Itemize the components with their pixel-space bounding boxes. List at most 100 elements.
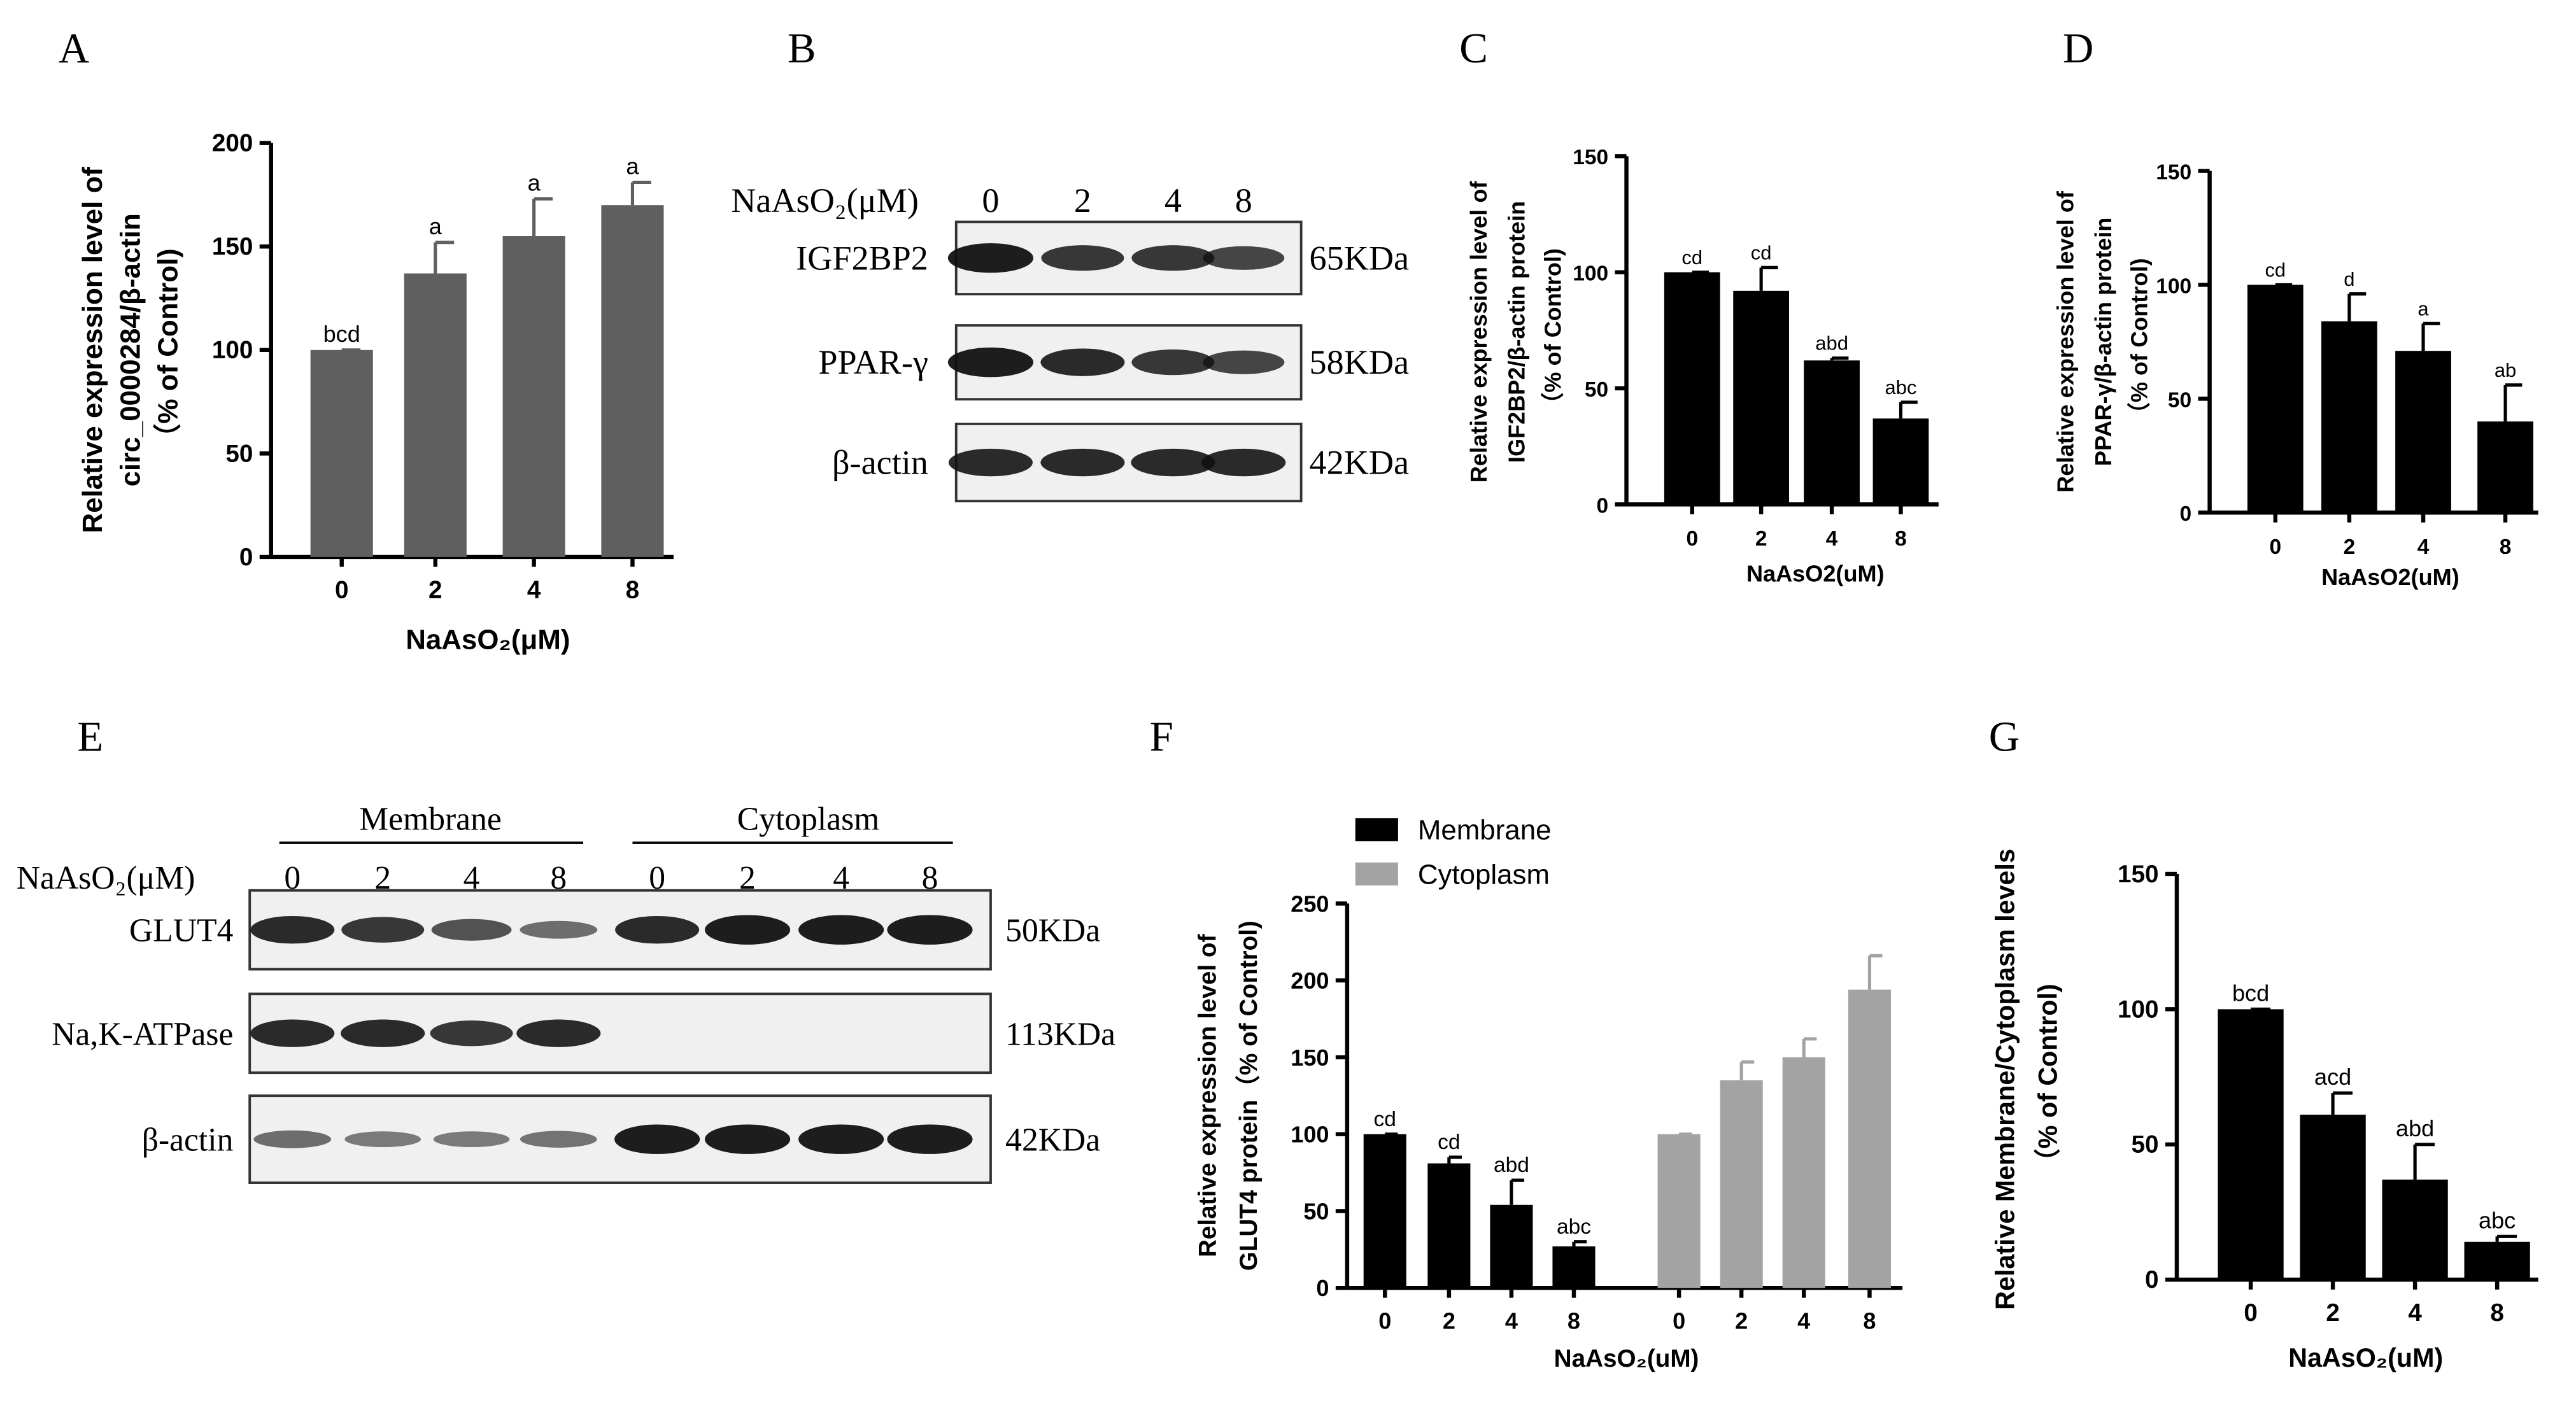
significance-label: abd — [2396, 1115, 2434, 1141]
y-tick-label: 50 — [225, 440, 253, 467]
y-tick-label: 150 — [2156, 160, 2191, 184]
blot-band — [1131, 349, 1215, 376]
x-tick-label: 2 — [1443, 1308, 1455, 1334]
blot-band — [947, 347, 1034, 377]
bar — [601, 205, 664, 557]
x-tick-label: 8 — [2490, 1299, 2504, 1327]
significance-label: abd — [1815, 332, 1848, 355]
bar — [2218, 1009, 2284, 1280]
bar — [502, 236, 565, 557]
x-tick-label: 0 — [1378, 1308, 1391, 1334]
legend-label: Membrane — [1418, 815, 1552, 846]
blot-band — [1203, 246, 1285, 270]
y-tick-label: 100 — [2118, 996, 2159, 1023]
blot-band — [704, 1124, 791, 1154]
blot-band — [1203, 350, 1285, 374]
bar — [1552, 1246, 1596, 1288]
panel-label: G — [1989, 712, 2020, 760]
blot-band — [520, 1131, 597, 1148]
bar — [2464, 1241, 2530, 1280]
blot-band — [430, 1020, 513, 1047]
y-tick-label: 0 — [239, 544, 253, 571]
row-label: β-actin — [832, 444, 928, 482]
significance-label: ab — [2495, 359, 2516, 381]
significance-label: a — [528, 170, 541, 196]
x-tick-label: 4 — [2408, 1299, 2422, 1327]
y-axis-label: Relative expression level of — [2052, 190, 2078, 493]
x-tick-label: 0 — [1673, 1308, 1685, 1334]
panel-label: C — [1459, 24, 1488, 72]
y-tick-label: 50 — [1303, 1198, 1329, 1224]
y-tick-label: 150 — [212, 233, 253, 260]
bar — [2395, 351, 2451, 513]
bar — [1804, 360, 1860, 505]
y-axis-label: Relative expression level of — [1194, 934, 1221, 1257]
group-label: Cytoplasm — [737, 801, 880, 837]
blot-band — [341, 917, 425, 943]
y-tick-label: 150 — [2118, 861, 2159, 888]
bar — [1657, 1134, 1701, 1288]
blot-band — [1201, 448, 1286, 477]
blot-band — [1131, 245, 1215, 271]
blot-band — [344, 1131, 421, 1148]
significance-label: cd — [1374, 1108, 1396, 1131]
x-tick-label: 4 — [2417, 535, 2430, 559]
row-label: IGF2BP2 — [796, 239, 928, 277]
x-tick-label: 4 — [1826, 527, 1838, 551]
significance-label: a — [429, 213, 442, 239]
x-tick-label: 8 — [2500, 535, 2512, 559]
x-tick-label: 2 — [2344, 535, 2356, 559]
size-label: 42KDa — [1005, 1122, 1100, 1159]
x-tick-label: 0 — [2269, 535, 2281, 559]
y-axis-label: Relative expression level of — [1466, 181, 1492, 483]
bar — [1490, 1204, 1533, 1288]
bar — [1664, 272, 1720, 505]
blot-band — [520, 920, 598, 939]
row-label: GLUT4 — [129, 913, 233, 949]
row-label: β-actin — [142, 1122, 234, 1159]
significance-label: cd — [1751, 241, 1772, 264]
y-tick-label: 200 — [212, 130, 253, 157]
lane-label: 2 — [1074, 181, 1091, 220]
group-label: Membrane — [359, 801, 501, 837]
x-tick-label: 2 — [1755, 527, 1767, 551]
y-axis-label: （% of Control) — [2034, 984, 2063, 1174]
significance-label: abc — [1885, 376, 1917, 398]
x-tick-label: 2 — [2326, 1299, 2340, 1327]
significance-label: bcd — [2232, 980, 2269, 1006]
blot-band — [614, 1124, 700, 1154]
legend-label: Cytoplasm — [1418, 859, 1550, 890]
y-axis-label: PPAR-γ/β-actin protein — [2090, 218, 2116, 467]
y-tick-label: 250 — [1291, 891, 1329, 917]
significance-label: a — [626, 153, 639, 180]
row-label: PPAR-γ — [818, 343, 928, 381]
blot-band — [948, 448, 1033, 477]
size-label: 113KDa — [1005, 1016, 1115, 1052]
x-axis-label: NaAsO₂(μM) — [406, 624, 570, 655]
panel-label: E — [77, 712, 103, 760]
y-axis-label: circ_0000284/β-actin — [115, 213, 146, 486]
y-tick-label: 50 — [2132, 1131, 2159, 1159]
y-tick-label: 0 — [2180, 502, 2192, 526]
y-tick-label: 200 — [1291, 968, 1329, 994]
significance-label: cd — [1438, 1131, 1460, 1154]
blot-band — [798, 915, 884, 945]
bar — [2477, 421, 2533, 513]
lane-label: 0 — [982, 181, 999, 220]
significance-label: abd — [1494, 1153, 1529, 1177]
x-tick-label: 8 — [1863, 1308, 1876, 1334]
blot-band — [250, 1019, 335, 1047]
y-tick-label: 0 — [1597, 494, 1609, 518]
panel-label: F — [1150, 712, 1173, 760]
significance-label: acd — [2314, 1064, 2351, 1090]
bar — [404, 273, 467, 557]
blot-band — [947, 243, 1034, 273]
y-axis-label: GLUT4 protein（% of Control) — [1235, 920, 1263, 1271]
significance-label: bcd — [323, 321, 360, 347]
legend-swatch — [1355, 862, 1398, 885]
x-tick-label: 4 — [1797, 1308, 1810, 1334]
blot-band — [516, 1019, 601, 1047]
bar — [2382, 1180, 2448, 1280]
y-tick-label: 100 — [212, 337, 253, 364]
